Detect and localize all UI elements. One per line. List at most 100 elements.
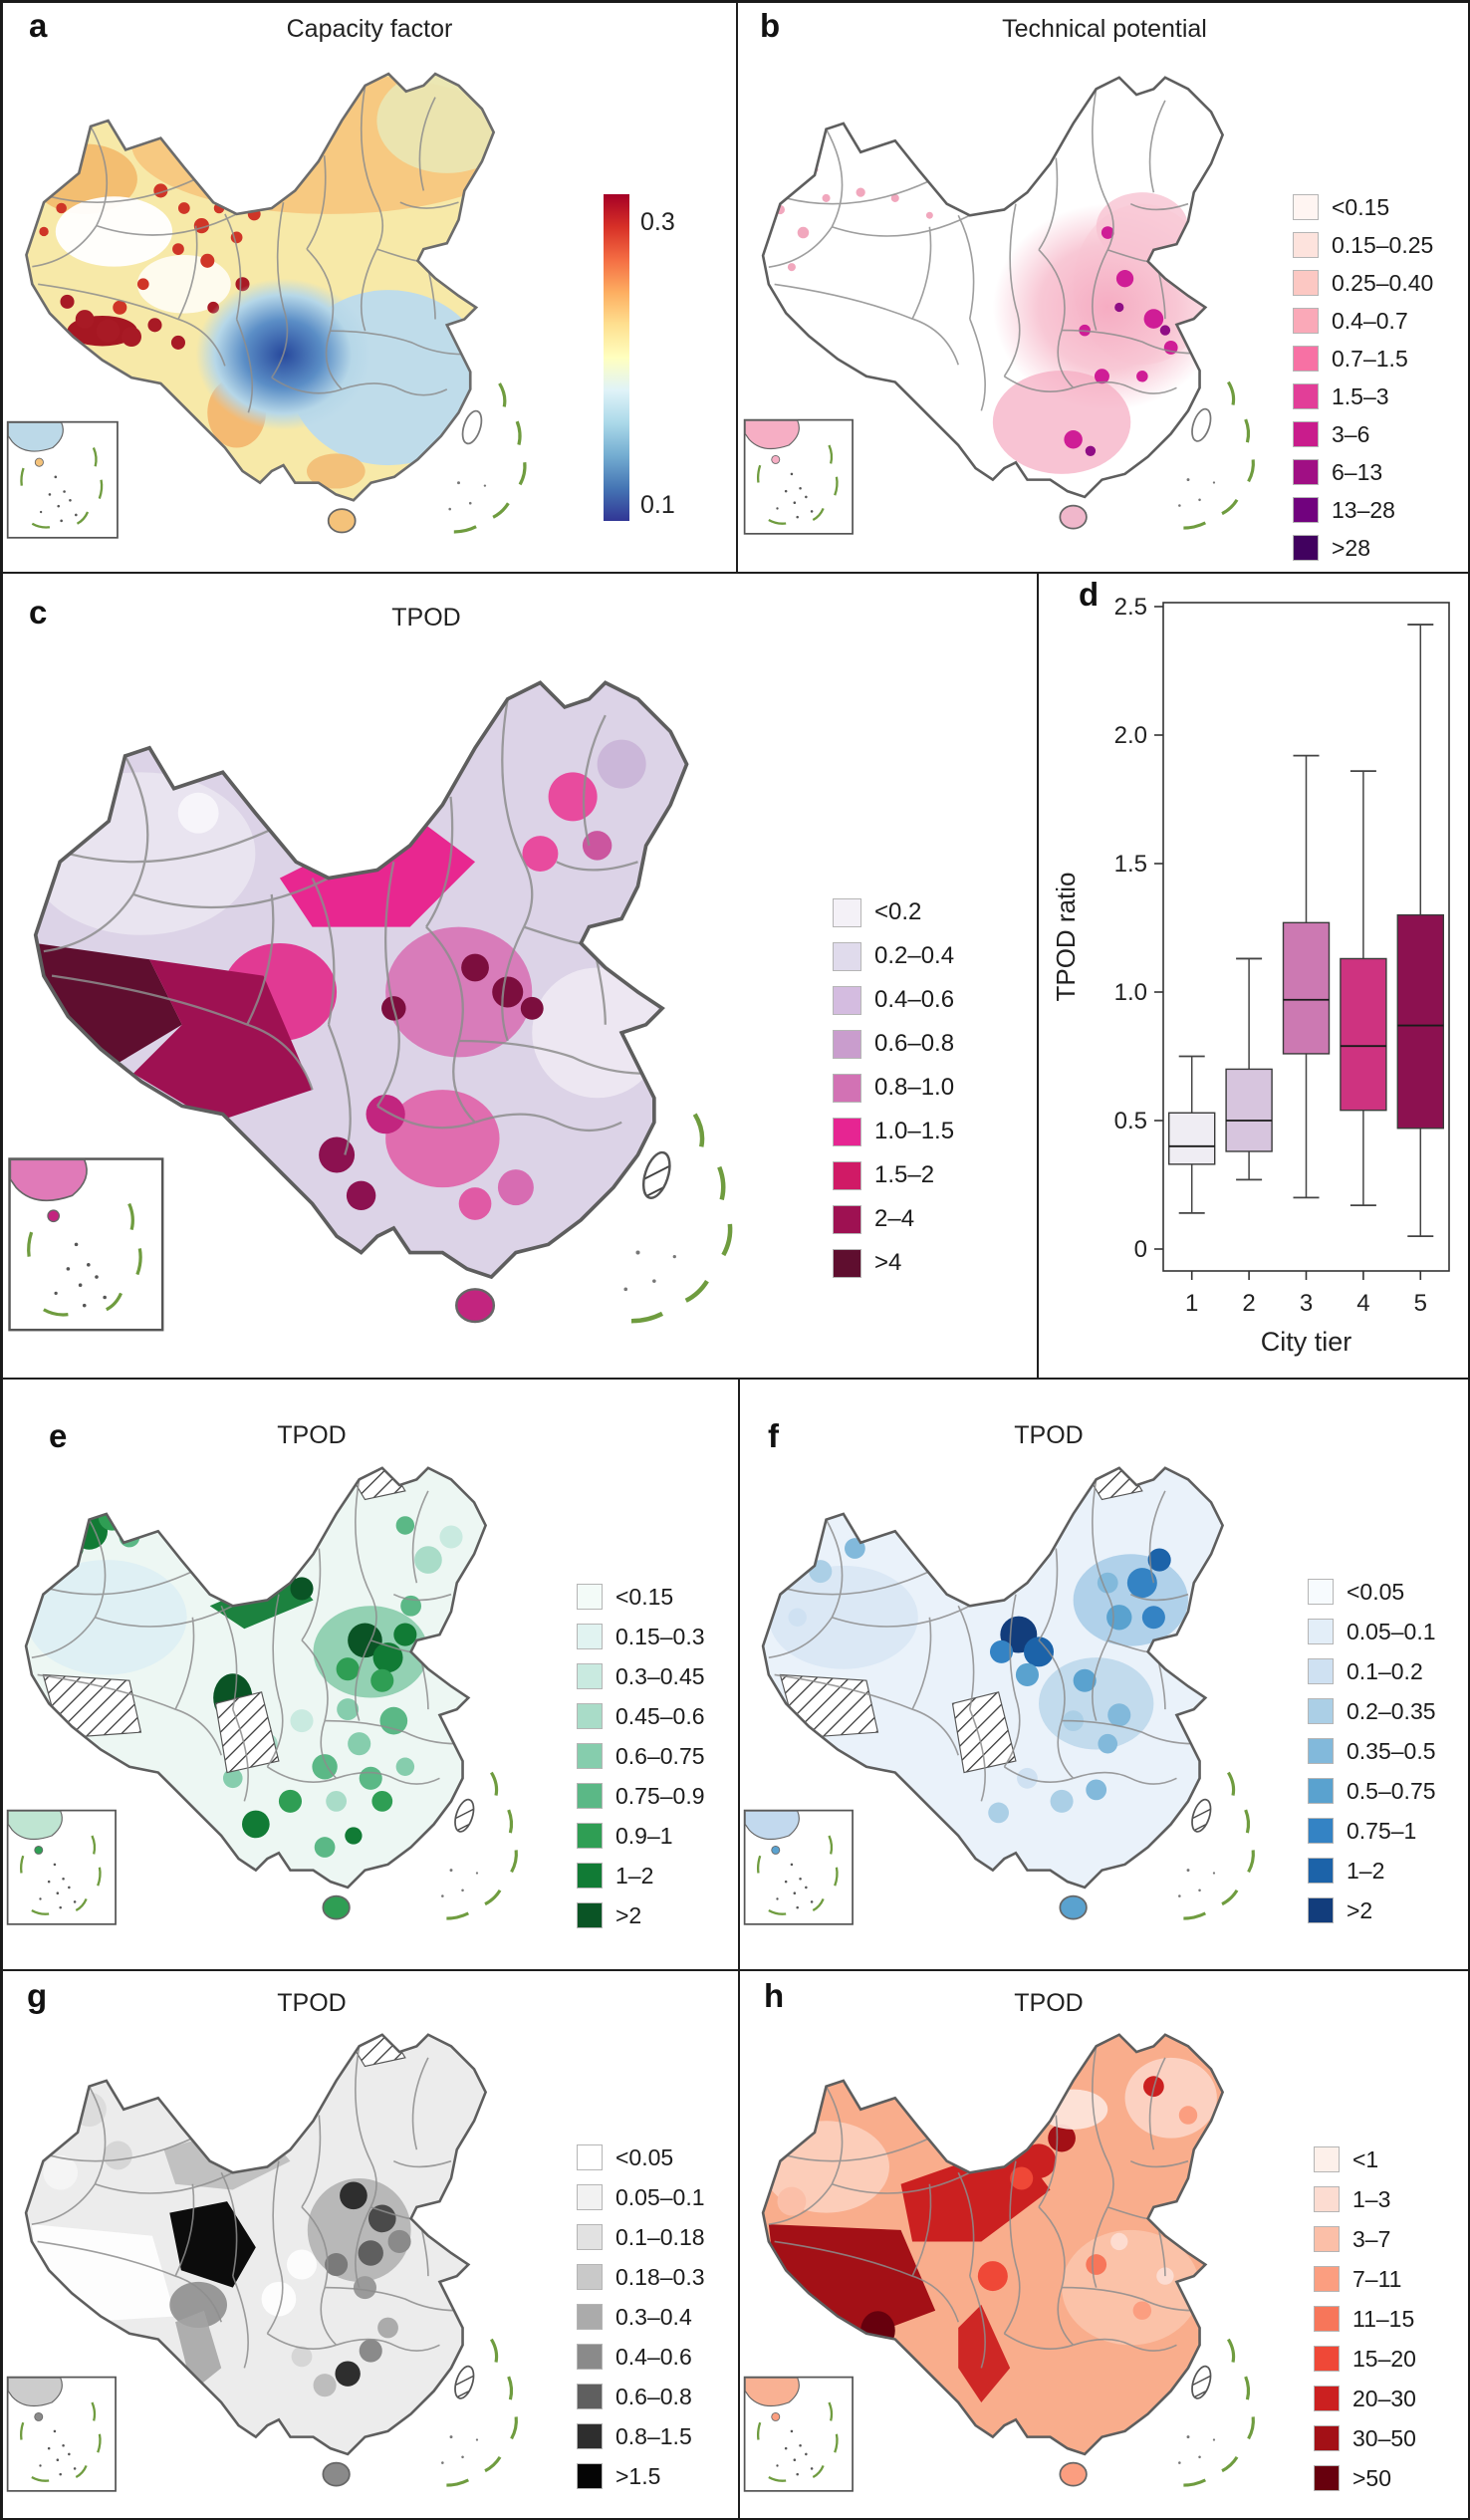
legend-swatch <box>1314 2146 1340 2172</box>
legend-item: 3–7 <box>1314 2219 1416 2259</box>
panel-title: Capacity factor <box>286 15 453 43</box>
legend-swatch <box>1293 383 1319 409</box>
legend-swatch <box>1308 1619 1334 1644</box>
legend-swatch <box>1314 2306 1340 2332</box>
legend-item: >4 <box>833 1241 954 1285</box>
legend-label: 0.45–0.6 <box>615 1702 705 1729</box>
legend-item: 0.4–0.6 <box>577 2337 705 2377</box>
taiwan-island <box>1191 407 1212 442</box>
legend-label: 0.2–0.4 <box>874 942 955 969</box>
legend-label: 0.75–0.9 <box>615 1782 705 1809</box>
legend-item: 0.75–1 <box>1308 1811 1436 1851</box>
legend-swatch <box>577 2463 603 2489</box>
legend-item: 0.1–0.18 <box>577 2217 705 2257</box>
legend-swatch <box>1314 2465 1340 2491</box>
no-data-hatch-center <box>214 1691 280 1774</box>
y-tick-label: 1.5 <box>1114 851 1147 878</box>
legend-swatch <box>577 2264 603 2290</box>
taiwan-island-hatched <box>454 2365 475 2399</box>
box-tier-4 <box>1340 957 1387 1112</box>
legend-swatch <box>577 2184 603 2210</box>
legend-swatch <box>1308 1858 1334 1884</box>
legend-label: 0.05–0.1 <box>615 2183 705 2210</box>
legend-item: 1.5–2 <box>833 1153 954 1197</box>
y-tick-label: 1.0 <box>1114 979 1147 1006</box>
legend-item: 1.5–3 <box>1293 378 1433 415</box>
legend-swatch <box>1293 459 1319 485</box>
legend-swatch <box>1293 535 1319 561</box>
legend-label: 0.4–0.7 <box>1332 307 1408 334</box>
legend-label: 0.15–0.3 <box>615 1623 705 1649</box>
legend-label: 0.05–0.1 <box>1347 1618 1436 1644</box>
legend-label: 0.4–0.6 <box>874 986 955 1013</box>
legend-item: >28 <box>1293 529 1433 567</box>
legend-swatch <box>577 2224 603 2250</box>
box-tier-1 <box>1167 1112 1216 1165</box>
legend-item: 0.15–0.3 <box>577 1617 705 1656</box>
legend-label: 0.8–1.5 <box>615 2422 692 2449</box>
legend-label: 3–6 <box>1332 420 1370 447</box>
legend-label: 0.1–0.2 <box>1347 1657 1423 1684</box>
legend-label: 2–4 <box>874 1205 915 1232</box>
legend-swatch <box>1308 1738 1334 1764</box>
legend-item: 0.4–0.7 <box>1293 302 1433 340</box>
legend-label: 0.6–0.8 <box>874 1030 955 1057</box>
panel-letter: e <box>49 1417 68 1454</box>
south-china-sea-inset <box>8 1157 164 1332</box>
legend-swatch <box>577 1902 603 1928</box>
legend-tpod-c: <0.2 0.2–0.4 0.4–0.6 0.6–0.8 0.8–1.0 1.0–1.5 1… <box>833 890 954 1285</box>
legend-label: 6–13 <box>1332 458 1383 485</box>
legend-label: 11–15 <box>1352 2305 1415 2332</box>
legend-label: 15–20 <box>1352 2345 1416 2372</box>
legend-swatch <box>1314 2386 1340 2411</box>
legend-swatch <box>1308 1698 1334 1724</box>
panel-h-tpod-map-red: h TPOD <1 1–3 3–7 7–11 11–15 15–20 20–30 30–50 >… <box>739 1970 1468 2518</box>
legend-item: 0.45–0.6 <box>577 1696 705 1736</box>
legend-label: 0.1–0.18 <box>615 2223 705 2250</box>
legend-label: 0.7–1.5 <box>1332 345 1408 372</box>
legend-item: >1.5 <box>577 2456 705 2496</box>
legend-item: 0.15–0.25 <box>1293 226 1433 264</box>
legend-label: >1.5 <box>615 2462 661 2489</box>
x-tick-label: 4 <box>1356 1290 1369 1317</box>
legend-swatch <box>577 2344 603 2370</box>
panel-title: TPOD <box>277 1989 347 2017</box>
tpod-ratio-boxplot: 0 0.5 1.0 1.5 2.0 2.5 TPOD ratio 1 2 3 4 5 City tier <box>1051 594 1450 1357</box>
legend-swatch <box>1314 2186 1340 2212</box>
legend-label: 1–3 <box>1352 2185 1391 2212</box>
legend-item: 1–3 <box>1314 2179 1416 2219</box>
legend-item: 0.35–0.5 <box>1308 1731 1436 1771</box>
hainan-island <box>455 1288 496 1324</box>
legend-swatch <box>1314 2226 1340 2252</box>
legend-swatch <box>1308 1579 1334 1605</box>
panel-e-tpod-map-green: e TPOD <0.15 0.15–0.3 0.3–0.45 0.45–0.6 0.6–… <box>2 1379 739 1970</box>
legend-label: 0.3–0.4 <box>615 2303 692 2330</box>
legend-item: 15–20 <box>1314 2339 1416 2379</box>
legend-swatch <box>833 941 861 971</box>
legend-item: 0.3–0.4 <box>577 2297 705 2337</box>
legend-item: 0.1–0.2 <box>1308 1651 1436 1691</box>
legend-swatch <box>577 2423 603 2449</box>
legend-label: 0.9–1 <box>615 1822 673 1849</box>
legend-item: >2 <box>1308 1890 1436 1930</box>
legend-swatch <box>1308 1897 1334 1923</box>
legend-swatch <box>577 1743 603 1769</box>
legend-item: 0.05–0.1 <box>577 2177 705 2217</box>
panel-g-tpod-map-gray: g TPOD <0.05 0.05–0.1 0.1–0.18 0.18–0.3 0.3–… <box>2 1970 739 2518</box>
taiwan-island <box>461 409 483 445</box>
legend-swatch <box>1293 346 1319 372</box>
legend-swatch <box>577 1863 603 1889</box>
y-tick-label: 0 <box>1134 1236 1147 1263</box>
legend-item: >2 <box>577 1895 705 1935</box>
legend-item: 3–6 <box>1293 415 1433 453</box>
legend-label: 0.3–0.45 <box>615 1662 705 1689</box>
legend-label: 0.35–0.5 <box>1347 1737 1436 1764</box>
legend-swatch <box>577 1663 603 1689</box>
legend-label: <0.05 <box>1347 1578 1405 1605</box>
y-tick-label: 2.0 <box>1114 722 1147 749</box>
south-china-sea-inset <box>743 2376 854 2492</box>
legend-swatch <box>1308 1658 1334 1684</box>
legend-item: 0.18–0.3 <box>577 2257 705 2297</box>
legend-swatch <box>833 1160 861 1190</box>
